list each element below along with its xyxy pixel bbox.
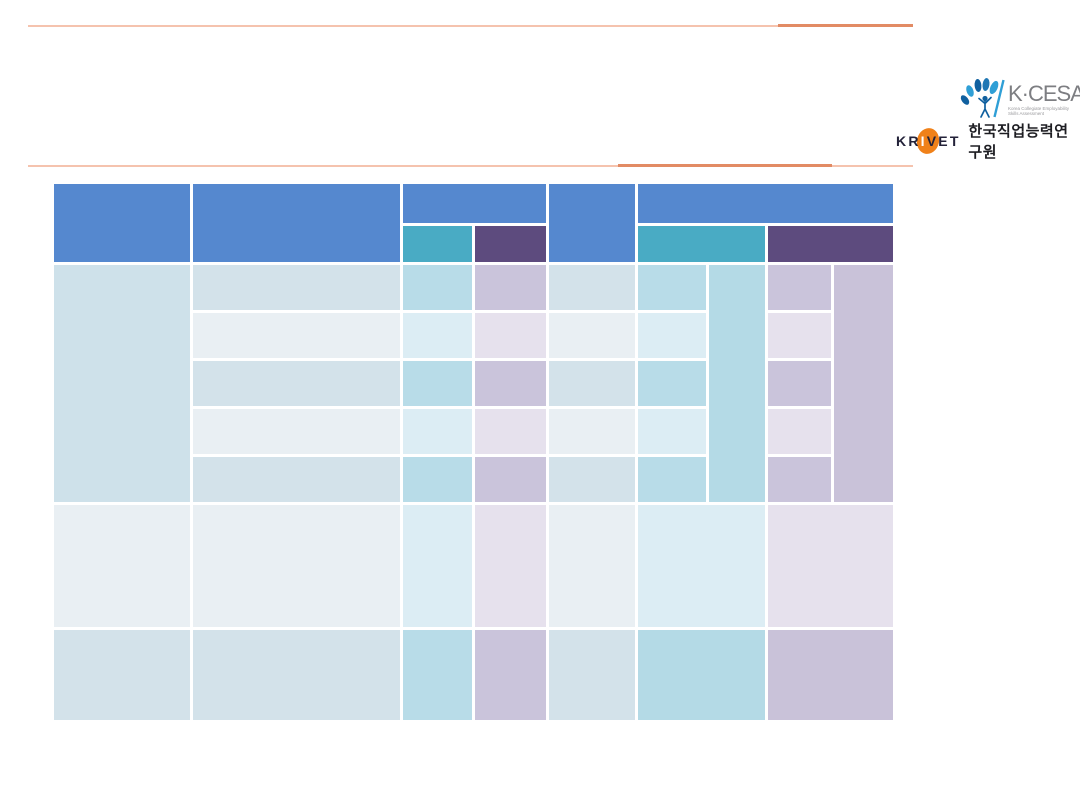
body-r2-c8 [768, 313, 831, 358]
body-r5-c3 [403, 457, 472, 502]
body-r3-c6 [638, 361, 706, 406]
body-r5-c6 [638, 457, 706, 502]
header-col2 [193, 184, 400, 262]
header-group-right [638, 184, 893, 223]
row7-c4 [475, 630, 546, 720]
body-r5-c5 [549, 457, 635, 502]
body-r3-c5 [549, 361, 635, 406]
krivet-letter: E [938, 133, 948, 149]
body-r3-c3 [403, 361, 472, 406]
header-group-left [403, 184, 546, 223]
kcesa-logo: K·CESA Korea Collegiate Employability Sk… [958, 77, 1080, 124]
krivet-letter: R [908, 133, 919, 149]
row7-c5 [549, 630, 635, 720]
body-r3-c2 [193, 361, 400, 406]
body-tall-purple [834, 265, 893, 502]
row6-c2 [193, 505, 400, 627]
row6-c4 [475, 505, 546, 627]
row6-c5 [549, 505, 635, 627]
subheader-right-purple [768, 226, 893, 262]
body-r5-c2 [193, 457, 400, 502]
row7-c3 [403, 630, 472, 720]
body-r1-c4 [475, 265, 546, 310]
row6-c3 [403, 505, 472, 627]
body-r3-c4 [475, 361, 546, 406]
body-r2-c3 [403, 313, 472, 358]
row7-c2 [193, 630, 400, 720]
body-r1-c8 [768, 265, 831, 310]
body-r5-c8 [768, 457, 831, 502]
header-col5 [549, 184, 635, 262]
krivet-letter: I [920, 133, 925, 149]
row6-c1 [54, 505, 190, 627]
body-r2-c5 [549, 313, 635, 358]
body-r2-c6 [638, 313, 706, 358]
body-r1-c5 [549, 265, 635, 310]
body-r4-c3 [403, 409, 472, 454]
kcesa-hand-icon [958, 77, 1006, 124]
body-r4-c4 [475, 409, 546, 454]
krivet-wordmark: K R I V E T [896, 125, 959, 157]
row7-c6-merged [638, 630, 765, 720]
krivet-org-name: 한국직업능력연구원 [968, 123, 1069, 161]
body-r4-c8 [768, 409, 831, 454]
krivet-logo: K R I V E T 한국직업능력연구원 [896, 120, 1080, 162]
body-r5-c4 [475, 457, 546, 502]
body-r4-c6 [638, 409, 706, 454]
row6-c6-merged [638, 505, 765, 627]
body-r3-c8 [768, 361, 831, 406]
row6-c8-merged [768, 505, 893, 627]
subheader-left-purple [475, 226, 546, 262]
top-divider-line [28, 24, 913, 27]
kcesa-logo-subtitle: Korea Collegiate Employability Skills As… [1008, 106, 1070, 117]
top-divider-accent-segment [778, 24, 913, 27]
body-r4-c5 [549, 409, 635, 454]
middle-divider-accent-segment [618, 164, 832, 167]
body-r1-c6 [638, 265, 706, 310]
krivet-letter: V [926, 133, 937, 149]
body-r4-c2 [193, 409, 400, 454]
summary-table [54, 184, 893, 720]
body-r2-c4 [475, 313, 546, 358]
row7-c1 [54, 630, 190, 720]
middle-divider-line [28, 164, 913, 167]
kcesa-logo-title: K·CESA [1008, 81, 1080, 106]
kcesa-logo-text: K·CESA Korea Collegiate Employability Sk… [1008, 83, 1080, 117]
body-tall-cyan [709, 265, 765, 502]
row7-c8-merged [768, 630, 893, 720]
body-r1-c2 [193, 265, 400, 310]
header-col1 [54, 184, 190, 262]
body-col1-merged [54, 265, 190, 502]
subheader-left-teal [403, 226, 472, 262]
subheader-right-teal [638, 226, 765, 262]
krivet-letter: K [896, 133, 907, 149]
body-r1-c3 [403, 265, 472, 310]
krivet-letter: T [949, 133, 959, 149]
body-r2-c2 [193, 313, 400, 358]
